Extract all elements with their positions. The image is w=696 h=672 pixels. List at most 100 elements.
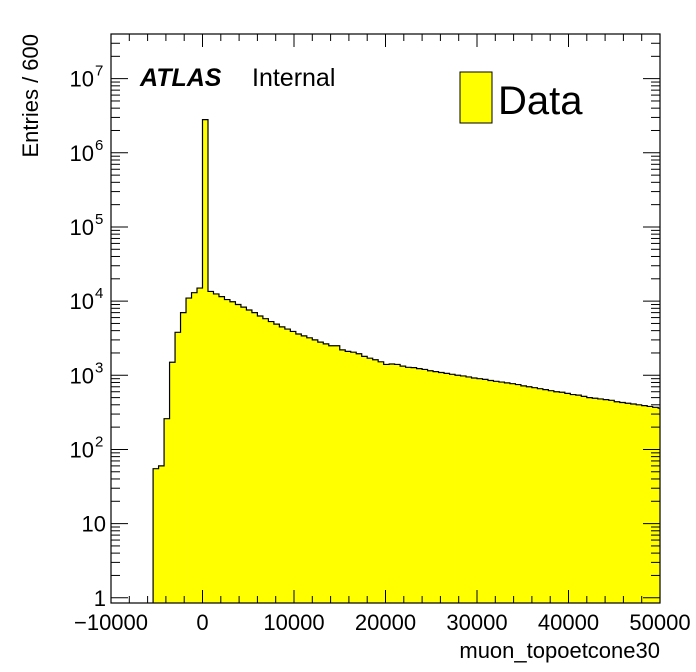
histogram-bar	[625, 403, 632, 603]
histogram-bar	[597, 398, 604, 603]
histogram-bar	[378, 361, 385, 603]
histogram-bar	[213, 293, 220, 603]
histogram-bar	[328, 345, 335, 603]
histogram-bar	[334, 345, 341, 603]
atlas-label: ATLAS	[139, 64, 222, 92]
legend-label: Data	[498, 79, 583, 123]
histogram-bar	[164, 418, 170, 603]
histogram-bar	[295, 334, 302, 603]
x-axis-tick-labels: −10000 0 10000 20000 30000 40000 50000	[74, 610, 691, 635]
x-tick-label: −10000	[74, 610, 148, 635]
y-tick-label-exponent: 7	[95, 63, 103, 80]
histogram-bar	[235, 304, 242, 603]
histogram-bar	[630, 404, 637, 603]
histogram-bar	[619, 402, 626, 603]
histogram-bar	[559, 392, 566, 603]
histogram-bar	[251, 312, 258, 603]
y-tick-label: 10	[70, 141, 94, 166]
histogram-bar	[361, 356, 368, 603]
histogram-bar	[471, 377, 478, 603]
histogram-bar	[493, 381, 500, 603]
y-tick-label-exponent: 3	[95, 359, 103, 376]
histogram-bar	[586, 397, 593, 603]
y-tick-label: 10	[70, 67, 94, 92]
histogram-bar	[290, 331, 297, 603]
histogram-bar	[498, 382, 505, 603]
histogram-bar	[466, 376, 472, 603]
histogram-bar	[652, 407, 659, 603]
histogram-bar	[367, 358, 374, 603]
histogram-outline	[152, 119, 660, 603]
histogram-bar	[603, 399, 610, 603]
x-tick-label: 0	[196, 610, 208, 635]
histogram-bar	[455, 375, 461, 603]
histogram-bar	[537, 388, 544, 603]
histogram-bar	[240, 307, 247, 603]
histogram-bar	[564, 393, 571, 603]
histogram-bar	[636, 404, 643, 603]
histogram-bars	[153, 119, 661, 604]
histogram-bar	[197, 288, 203, 603]
histogram-bar	[438, 372, 445, 603]
histogram-bar	[482, 379, 489, 603]
x-axis-title: muon_topoetcone30	[459, 638, 660, 663]
x-tick-label: 50000	[629, 610, 690, 635]
histogram-bar	[411, 367, 418, 603]
x-tick-label: 10000	[263, 610, 324, 635]
histogram-bar	[460, 375, 467, 603]
x-tick-label: 20000	[355, 610, 416, 635]
y-tick-label-exponent: 2	[95, 433, 103, 450]
y-tick-label: 10	[70, 289, 94, 314]
histogram-bar	[614, 401, 621, 603]
histogram-bar	[427, 370, 434, 603]
histogram-bar	[372, 359, 379, 603]
histogram-bar	[175, 332, 181, 603]
y-axis-title: Entries / 600	[18, 34, 43, 158]
histogram-bar	[317, 342, 324, 603]
histogram-bar	[191, 292, 198, 603]
y-tick-label-exponent: 6	[95, 137, 103, 154]
histogram-bar	[581, 396, 588, 603]
histogram-bar	[477, 378, 483, 603]
histogram-bar	[548, 390, 555, 603]
histogram-bar	[405, 367, 412, 603]
histogram-bar	[218, 296, 225, 603]
histogram-bar	[186, 298, 192, 603]
histogram-bar	[647, 406, 654, 603]
histogram-bar	[257, 316, 264, 603]
histogram-bar	[570, 394, 577, 603]
histogram-bar	[158, 465, 165, 603]
y-axis-ticks	[111, 33, 660, 599]
histogram-bar	[229, 301, 236, 603]
y-tick-label: 10	[82, 512, 106, 537]
histogram-bar	[202, 119, 209, 604]
histogram-bar	[306, 337, 313, 603]
histogram-bar	[520, 385, 527, 603]
histogram-bar	[592, 398, 599, 603]
legend: Data	[459, 71, 583, 124]
histogram-bar	[504, 382, 511, 603]
histogram-bar	[449, 374, 456, 603]
histogram-bar	[400, 366, 407, 603]
histogram-bar	[246, 309, 253, 603]
y-tick-label: 10	[70, 363, 94, 388]
histogram-bar	[641, 405, 648, 603]
histogram-bar	[339, 349, 346, 603]
histogram-bar	[224, 299, 231, 603]
histogram-bar	[301, 335, 308, 603]
x-tick-label: 40000	[538, 610, 599, 635]
y-tick-label: 10	[70, 437, 94, 462]
histogram-bar	[389, 363, 396, 603]
y-tick-label: 10	[70, 215, 94, 240]
y-tick-label-exponent: 5	[95, 211, 103, 228]
histogram-bar	[526, 386, 533, 603]
histogram-bar	[350, 352, 357, 603]
histogram-bar	[153, 468, 159, 603]
histogram-bar	[207, 291, 214, 603]
y-tick-label-exponent: 4	[95, 285, 103, 302]
histogram-bar	[383, 364, 390, 603]
x-axis-ticks	[110, 34, 661, 603]
histogram-bar	[345, 351, 352, 603]
histogram-bar	[279, 326, 286, 603]
